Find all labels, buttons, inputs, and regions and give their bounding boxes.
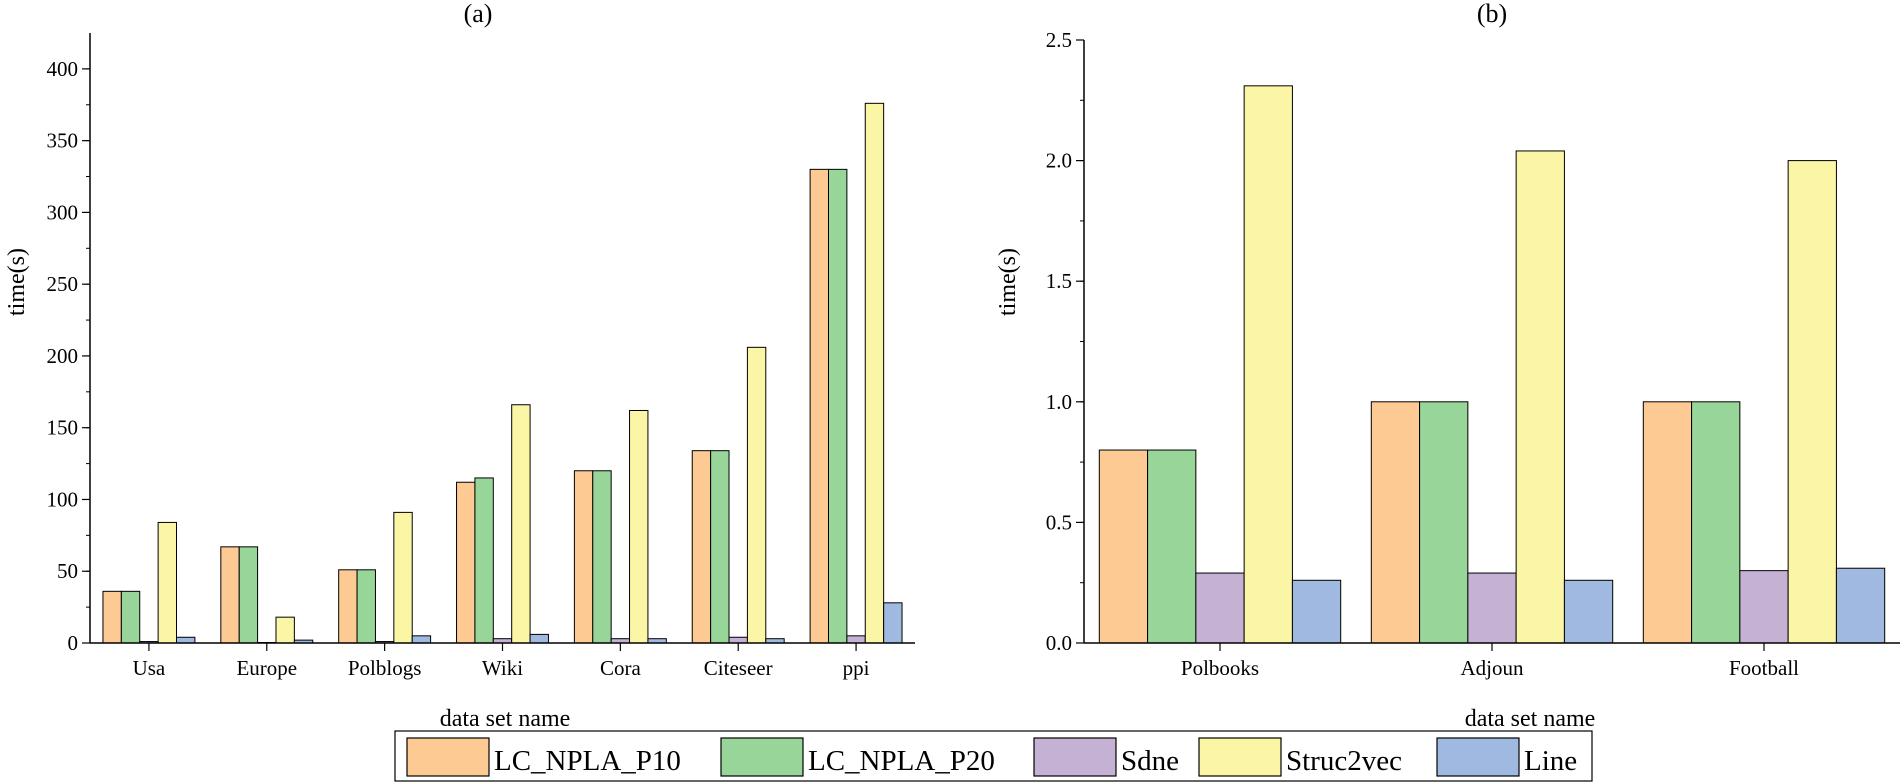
legend-swatch-line bbox=[1436, 737, 1520, 777]
bar-lc-npla-p20-adjoun bbox=[1419, 401, 1469, 644]
y-tick-label: 300 bbox=[47, 200, 79, 224]
x-tick-label-polbooks: Polbooks bbox=[1181, 656, 1259, 680]
bar-lc-npla-p20-polblogs bbox=[356, 569, 376, 644]
legend-box bbox=[394, 730, 1593, 782]
bar-lc-npla-p10-adjoun bbox=[1370, 401, 1421, 644]
bar-struc2vec-cora bbox=[629, 409, 649, 644]
chart-a-ylabel: time(s) bbox=[4, 248, 30, 316]
bar-struc2vec-ppi bbox=[864, 102, 885, 644]
x-tick-label-football: Football bbox=[1729, 656, 1799, 680]
y-tick-label: 250 bbox=[47, 272, 79, 296]
x-tick-label-adjoun: Adjoun bbox=[1461, 656, 1525, 680]
bar-lc-npla-p20-polbooks bbox=[1147, 449, 1197, 644]
bar-lc-npla-p10-polblogs bbox=[338, 569, 358, 644]
chart-a-title: (a) bbox=[464, 0, 493, 28]
legend-label-lc-npla-p20: LC_NPLA_P20 bbox=[808, 745, 995, 777]
y-tick-label: 100 bbox=[47, 487, 79, 511]
bar-lc-npla-p20-wiki bbox=[474, 477, 494, 644]
legend-item-lc-npla-p20: LC_NPLA_P20 bbox=[720, 737, 995, 777]
bar-lc-npla-p20-usa bbox=[120, 590, 141, 644]
y-tick-label: 200 bbox=[47, 344, 79, 368]
bar-lc-npla-p20-europe bbox=[238, 546, 259, 644]
legend-item-struc2vec: Struc2vec bbox=[1198, 737, 1402, 777]
y-tick-label: 50 bbox=[57, 559, 78, 583]
y-tick-label: 1.5 bbox=[1046, 269, 1072, 293]
bar-sdne-polbooks bbox=[1195, 572, 1245, 644]
bar-lc-npla-p10-wiki bbox=[456, 481, 476, 644]
legend-label-struc2vec: Struc2vec bbox=[1286, 745, 1402, 777]
bar-lc-npla-p10-cora bbox=[573, 470, 594, 644]
chart-a-xlabel: data set name bbox=[440, 706, 571, 732]
y-tick-label: 350 bbox=[47, 129, 79, 153]
x-tick-label-wiki: Wiki bbox=[482, 656, 523, 680]
x-tick-label-usa: Usa bbox=[133, 656, 166, 680]
legend-swatch-lc-npla-p10 bbox=[406, 737, 490, 777]
legend-label-sdne: Sdne bbox=[1121, 745, 1179, 777]
legend-item-line: Line bbox=[1436, 737, 1577, 777]
bar-line-usa bbox=[176, 636, 196, 644]
y-tick-label: 1.0 bbox=[1046, 390, 1072, 414]
y-tick-label: 2.0 bbox=[1046, 149, 1072, 173]
bar-struc2vec-europe bbox=[275, 616, 295, 644]
legend-item-lc-npla-p10: LC_NPLA_P10 bbox=[406, 737, 681, 777]
bar-line-adjoun bbox=[1563, 579, 1614, 644]
bar-lc-npla-p10-europe bbox=[220, 546, 240, 644]
bar-struc2vec-citeseer bbox=[746, 346, 767, 644]
y-tick-label: 0.0 bbox=[1046, 631, 1072, 655]
bar-struc2vec-usa bbox=[157, 521, 178, 644]
bar-struc2vec-football bbox=[1787, 160, 1837, 644]
bar-struc2vec-adjoun bbox=[1515, 150, 1565, 644]
chart-b-ylabel: time(s) bbox=[995, 248, 1021, 316]
bar-line-ppi bbox=[883, 602, 903, 644]
bar-lc-npla-p10-football bbox=[1642, 401, 1693, 644]
bar-struc2vec-polbooks bbox=[1243, 85, 1293, 644]
bar-lc-npla-p10-ppi bbox=[809, 168, 829, 644]
chart-b-title: (b) bbox=[1477, 0, 1507, 28]
legend-swatch-struc2vec bbox=[1198, 737, 1282, 777]
bar-lc-npla-p20-football bbox=[1691, 401, 1741, 644]
legend-swatch-lc-npla-p20 bbox=[720, 737, 804, 777]
x-tick-label-europe: Europe bbox=[236, 656, 297, 680]
bar-lc-npla-p10-citeseer bbox=[691, 450, 712, 644]
legend-label-lc-npla-p10: LC_NPLA_P10 bbox=[494, 745, 681, 777]
chart-b-xlabel: data set name bbox=[1465, 706, 1596, 732]
bar-sdne-football bbox=[1739, 570, 1789, 644]
bar-sdne-ppi bbox=[846, 635, 866, 644]
bar-lc-npla-p20-citeseer bbox=[710, 450, 730, 644]
legend-label-line: Line bbox=[1524, 745, 1577, 777]
bar-sdne-citeseer bbox=[728, 636, 748, 644]
y-tick-label: 0 bbox=[68, 631, 79, 655]
x-tick-label-cora: Cora bbox=[600, 656, 642, 680]
legend-swatch-sdne bbox=[1033, 737, 1117, 777]
legend-item-sdne: Sdne bbox=[1033, 737, 1179, 777]
bar-lc-npla-p20-cora bbox=[592, 470, 612, 644]
bar-line-polbooks bbox=[1291, 579, 1342, 644]
bar-line-polblogs bbox=[411, 635, 432, 644]
legend: LC_NPLA_P10 LC_NPLA_P20 Sdne Struc2vec L… bbox=[394, 730, 1593, 782]
y-tick-label: 2.5 bbox=[1046, 28, 1072, 52]
bar-line-wiki bbox=[529, 633, 549, 644]
y-tick-label: 0.5 bbox=[1046, 510, 1072, 534]
y-tick-label: 400 bbox=[47, 57, 79, 81]
chart-b-plot-area: 0.0 0.5 1.0 1.5 2.0 2.5 Polbooks Adjoun Football bbox=[1046, 28, 1900, 680]
bar-line-football bbox=[1835, 567, 1886, 644]
bar-lc-npla-p10-usa bbox=[102, 590, 122, 644]
x-tick-label-polblogs: Polblogs bbox=[348, 656, 422, 680]
y-tick-label: 150 bbox=[47, 416, 79, 440]
bar-sdne-adjoun bbox=[1467, 572, 1517, 644]
bar-lc-npla-p10-polbooks bbox=[1098, 449, 1149, 644]
x-tick-label-citeseer: Citeseer bbox=[704, 656, 773, 680]
bar-lc-npla-p20-ppi bbox=[827, 168, 848, 644]
chart-a-plot-area: 0 50 100 150 200 250 300 350 400 Usa Europe Polblog… bbox=[47, 33, 915, 680]
chart-b: (b) 0.0 0.5 1.0 1.5 2.0 2.5 Polbooks Adjoun Foot… bbox=[995, 0, 1900, 732]
bar-struc2vec-wiki bbox=[511, 404, 531, 644]
x-tick-label-ppi: ppi bbox=[843, 656, 870, 680]
bar-struc2vec-polblogs bbox=[393, 511, 413, 644]
chart-a: (a) 0 50 100 150 200 250 300 350 400 Usa Europe Pol… bbox=[4, 0, 915, 732]
